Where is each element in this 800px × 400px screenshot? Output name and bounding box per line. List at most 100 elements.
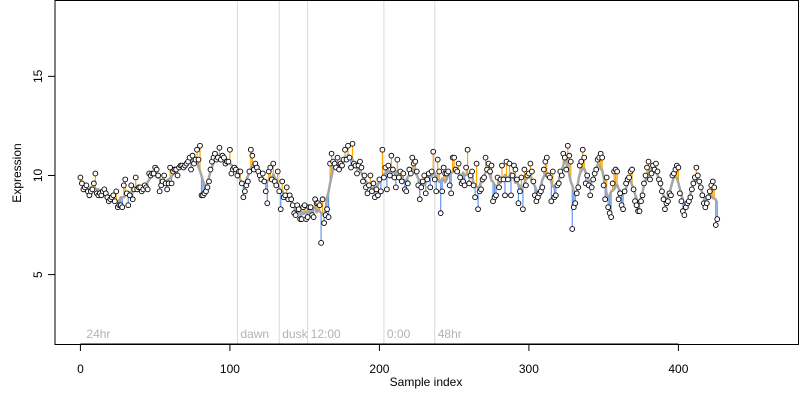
data-point xyxy=(264,200,271,207)
data-point xyxy=(358,164,365,171)
data-point xyxy=(514,176,520,183)
data-point xyxy=(509,172,516,179)
data-point xyxy=(393,184,399,191)
data-point xyxy=(587,192,594,199)
data-point xyxy=(357,158,363,165)
data-point xyxy=(481,174,487,181)
data-point xyxy=(206,178,212,185)
data-point xyxy=(693,164,700,171)
data-point xyxy=(527,160,534,167)
data-point xyxy=(197,142,203,149)
data-point xyxy=(654,168,661,175)
data-point xyxy=(626,174,632,181)
data-point xyxy=(633,202,640,209)
data-point xyxy=(83,182,90,189)
annotation-label: dusk xyxy=(282,327,308,341)
data-point xyxy=(422,190,429,197)
data-point xyxy=(274,168,281,175)
data-point xyxy=(89,186,96,193)
data-point xyxy=(373,186,380,193)
data-point xyxy=(364,190,371,197)
data-point xyxy=(552,192,559,199)
data-point xyxy=(168,180,175,187)
data-point xyxy=(261,178,268,185)
data-point xyxy=(593,166,600,173)
data-point xyxy=(379,146,386,153)
data-point xyxy=(564,142,571,149)
data-point xyxy=(119,204,126,211)
data-point xyxy=(279,178,286,185)
data-point xyxy=(457,174,463,181)
data-point xyxy=(529,168,535,175)
data-point xyxy=(602,196,608,203)
data-point xyxy=(600,182,607,189)
data-point xyxy=(204,184,211,191)
data-point xyxy=(319,196,326,203)
data-point xyxy=(434,156,441,163)
data-point xyxy=(194,146,200,153)
data-point xyxy=(709,178,716,185)
data-point xyxy=(259,170,266,177)
data-point xyxy=(584,172,591,179)
data-point xyxy=(245,178,251,185)
data-point xyxy=(79,180,85,187)
data-point xyxy=(153,166,160,173)
x-tick-label: 300 xyxy=(519,362,539,376)
data-point xyxy=(555,180,562,187)
data-point xyxy=(608,214,614,220)
data-point xyxy=(247,146,254,153)
data-point xyxy=(687,194,694,201)
data-point xyxy=(668,192,674,199)
data-point xyxy=(437,210,444,216)
data-point xyxy=(369,188,375,195)
data-point xyxy=(240,194,247,201)
data-point xyxy=(621,188,628,195)
data-point xyxy=(499,162,505,169)
data-point xyxy=(262,188,269,195)
data-point xyxy=(120,182,127,189)
data-point xyxy=(161,172,167,179)
data-point xyxy=(569,226,576,232)
data-point xyxy=(239,180,245,187)
data-point xyxy=(642,172,649,179)
data-point xyxy=(412,158,419,165)
data-point xyxy=(681,212,688,218)
data-point xyxy=(304,214,311,220)
data-point xyxy=(439,188,446,195)
axes: 0 100 200 300 400 5 10 15 xyxy=(31,69,689,376)
data-point xyxy=(354,170,360,177)
data-point xyxy=(316,202,323,209)
data-point xyxy=(295,206,302,213)
data-point xyxy=(645,158,652,165)
data-point xyxy=(128,182,135,189)
data-point xyxy=(520,206,526,213)
data-point xyxy=(539,184,546,191)
data-point xyxy=(283,184,290,191)
data-point xyxy=(461,182,468,189)
data-point xyxy=(407,170,414,177)
data-point xyxy=(310,214,317,220)
data-point xyxy=(189,152,196,159)
data-point xyxy=(376,176,383,183)
data-point xyxy=(689,186,695,193)
data-point xyxy=(110,192,117,199)
data-point xyxy=(641,180,647,187)
data-point xyxy=(636,208,643,215)
data-point xyxy=(433,188,440,195)
data-point xyxy=(705,194,712,201)
data-point xyxy=(390,166,396,173)
data-point xyxy=(543,154,550,161)
data-point xyxy=(590,176,597,183)
data-point xyxy=(546,174,553,181)
data-point xyxy=(246,168,253,175)
data-point xyxy=(292,212,299,218)
data-point xyxy=(567,158,574,165)
data-point xyxy=(349,140,356,147)
data-point xyxy=(446,182,453,189)
data-point xyxy=(404,180,411,187)
data-point xyxy=(440,164,447,171)
data-point xyxy=(573,190,580,197)
data-point xyxy=(249,152,256,159)
data-point xyxy=(469,168,475,175)
data-point xyxy=(578,158,585,165)
